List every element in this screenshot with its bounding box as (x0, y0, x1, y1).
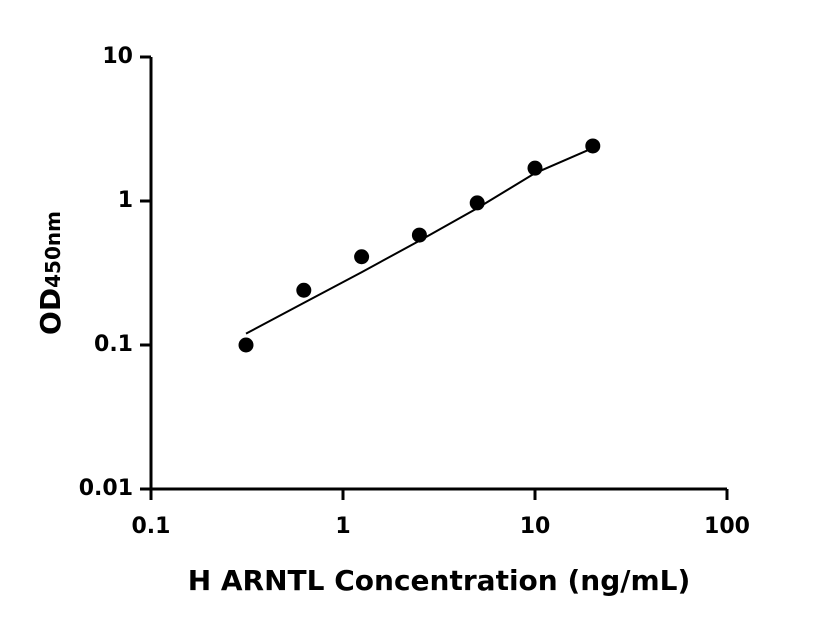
y-axis-title: OD450nm (34, 211, 67, 335)
data-point (296, 282, 312, 298)
data-point (585, 138, 601, 154)
data-point (354, 249, 370, 265)
y-axis-title-main: OD (34, 288, 67, 335)
x-tick-label: 0.1 (132, 514, 171, 539)
y-tick-label: 10 (102, 44, 133, 69)
y-tick-label: 0.01 (79, 476, 133, 501)
x-tick-label: 100 (704, 514, 750, 539)
data-point (527, 160, 543, 176)
y-tick-label: 1 (118, 188, 133, 213)
x-tick-label: 1 (335, 514, 350, 539)
data-point (238, 337, 254, 353)
y-axis-title-subscript: 450nm (41, 211, 65, 288)
data-point (411, 227, 427, 243)
x-tick-label: 10 (520, 514, 551, 539)
data-point (469, 195, 485, 211)
y-tick-label: 0.1 (94, 332, 133, 357)
x-axis-title: H ARNTL Concentration (ng/mL) (188, 564, 691, 597)
